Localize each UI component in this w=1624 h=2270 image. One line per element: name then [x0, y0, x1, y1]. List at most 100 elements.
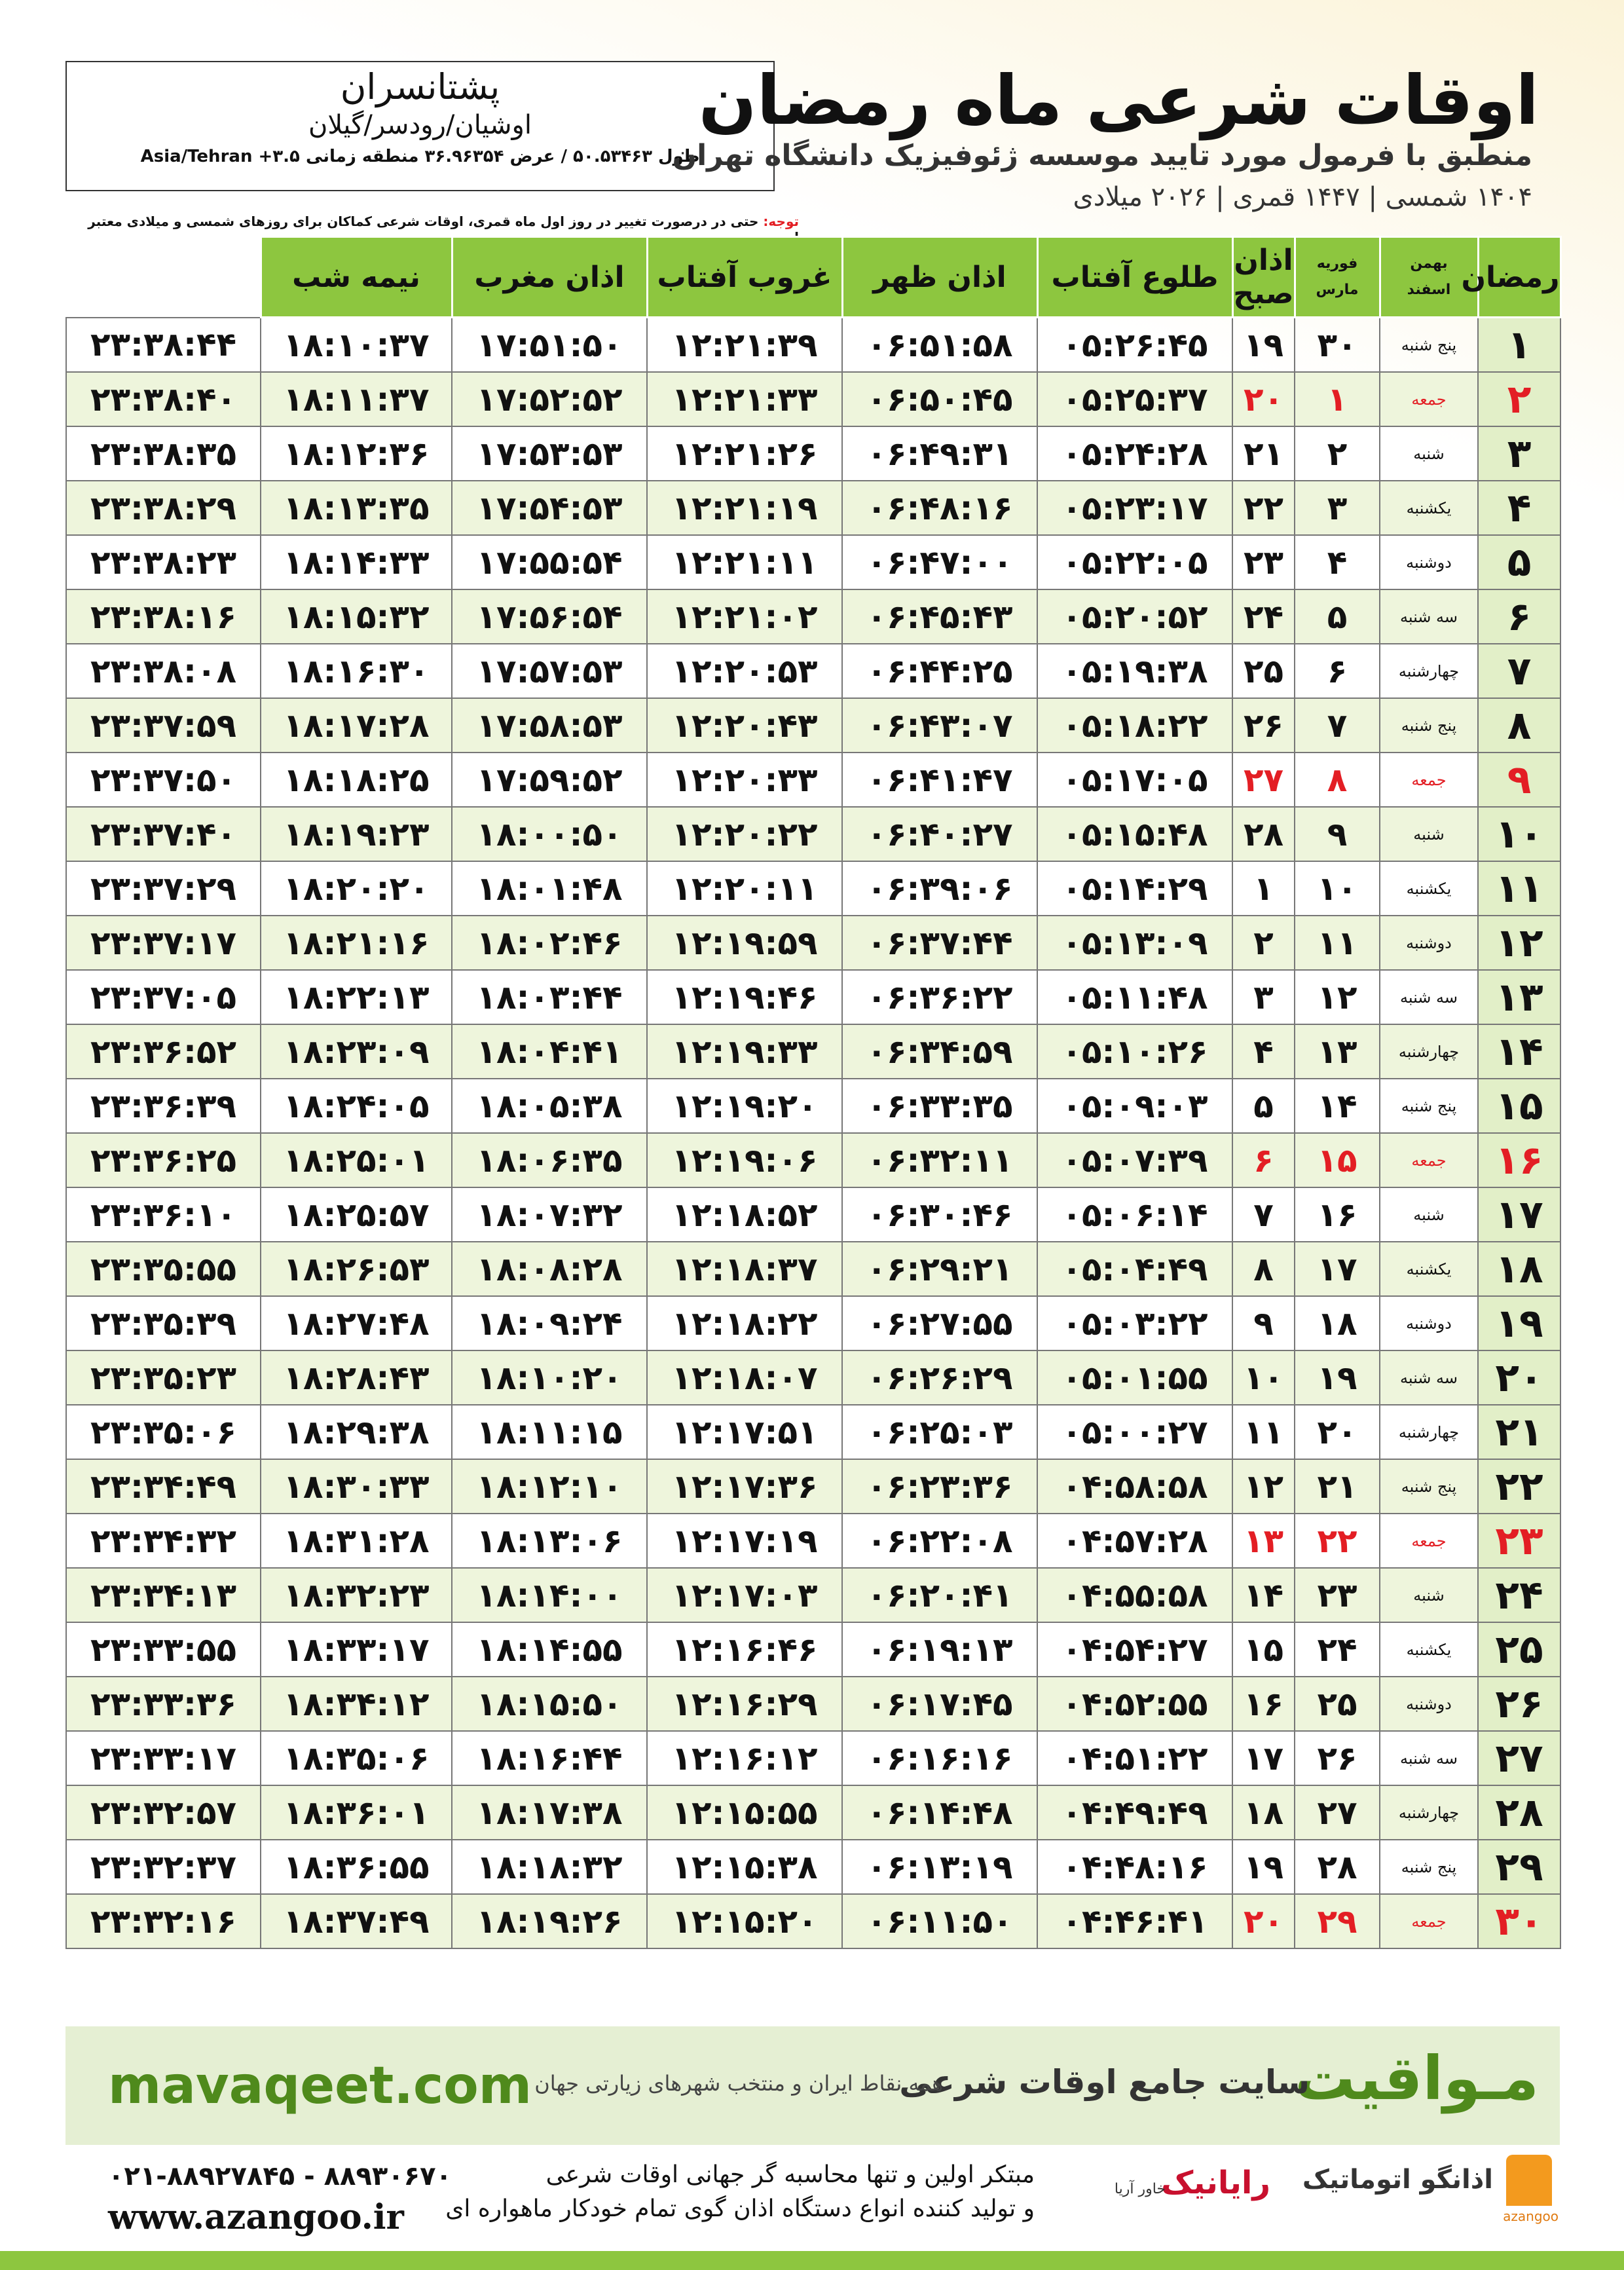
- company-line: مبتکر اولین و تنها محاسبه گر جهانی اوقات…: [545, 2161, 1035, 2188]
- prayer-time: ۲۳:۳۸:۲۳: [65, 534, 261, 590]
- table-row: ۲۰ سه شنبه ۱۹ ۱۰ ۰۵:۰۱:۵۵ ۰۶:۲۶:۲۹ ۱۲:۱۸:۰۷ ۱۸:…: [65, 1350, 1561, 1405]
- brand: مـواقیت: [1295, 2043, 1539, 2113]
- ramadan-day: ۹: [1477, 752, 1561, 808]
- solar-date: ۲۰: [1294, 1404, 1380, 1460]
- gregorian-date: ۱۸: [1232, 1785, 1295, 1840]
- gregorian-date: ۲۰: [1232, 371, 1295, 427]
- site-url[interactable]: mavaqeet.com: [108, 2056, 532, 2115]
- prayer-time: ۱۲:۱۶:۱۲: [646, 1730, 843, 1786]
- prayer-time: ۱۷:۵۹:۵۲: [451, 752, 648, 808]
- gregorian-date: ۱۷: [1232, 1730, 1295, 1786]
- prayer-time: ۰۶:۴۷:۰۰: [841, 534, 1038, 590]
- solar-date: ۱۳: [1294, 1024, 1380, 1079]
- weekday: سه شنبه: [1379, 1730, 1479, 1786]
- solar-date: ۱۴: [1294, 1078, 1380, 1134]
- gregorian-date: ۱۳: [1232, 1513, 1295, 1569]
- dates: ۱۴۰۴ شمسی | ۱۴۴۷ قمری | ۲۰۲۶ میلادی: [1073, 182, 1532, 212]
- ramadan-day: ۱۶: [1477, 1132, 1561, 1188]
- prayer-time: ۰۵:۱۷:۰۵: [1037, 752, 1233, 808]
- weekday: دوشنبه: [1379, 915, 1479, 971]
- table-row: ۲۷ سه شنبه ۲۶ ۱۷ ۰۴:۵۱:۲۲ ۰۶:۱۶:۱۶ ۱۲:۱۶:۱۲ ۱۸:…: [65, 1730, 1561, 1786]
- prayer-time: ۰۶:۳۳:۳۵: [841, 1078, 1038, 1134]
- ramadan-day: ۲: [1477, 371, 1561, 427]
- table-row: ۱۴ چهارشنبه ۱۳ ۴ ۰۵:۱۰:۲۶ ۰۶:۳۴:۵۹ ۱۲:۱۹:۳۳ ۱۸:…: [65, 1024, 1561, 1079]
- prayer-time: ۲۳:۳۷:۵۰: [65, 752, 261, 808]
- table-row: ۳ شنبه ۲ ۲۱ ۰۵:۲۴:۲۸ ۰۶:۴۹:۳۱ ۱۲:۲۱:۲۶ ۱۷:۵۳:۵۳…: [65, 426, 1561, 481]
- prayer-time: ۱۸:۳۶:۰۱: [260, 1785, 452, 1840]
- prayer-time: ۱۸:۱۳:۳۵: [260, 480, 452, 536]
- prayer-time: ۱۸:۰۱:۴۸: [451, 861, 648, 916]
- prayer-time: ۰۵:۰۴:۴۹: [1037, 1241, 1233, 1297]
- prayer-time: ۱۲:۱۸:۰۷: [646, 1350, 843, 1405]
- ramadan-day: ۲۳: [1477, 1513, 1561, 1569]
- ramadan-day: ۱۴: [1477, 1024, 1561, 1079]
- table-row: ۲۱ چهارشنبه ۲۰ ۱۱ ۰۵:۰۰:۲۷ ۰۶:۲۵:۰۳ ۱۲:۱۷:۵۱ ۱۸…: [65, 1404, 1561, 1460]
- prayer-time: ۱۲:۱۵:۲۰: [646, 1893, 843, 1949]
- timetable: رمضان بهمن اسفند فوریه مارس اذان صبح طلوع آفتا…: [65, 236, 1562, 1949]
- gregorian-date: ۱۹: [1232, 316, 1295, 373]
- prayer-time: ۱۸:۲۶:۵۳: [260, 1241, 452, 1297]
- prayer-time: ۱۸:۲۵:۰۱: [260, 1132, 452, 1188]
- ramadan-day: ۲۸: [1477, 1785, 1561, 1840]
- weekday: پنج شنبه: [1379, 698, 1479, 753]
- prayer-time: ۰۶:۳۴:۵۹: [841, 1024, 1038, 1079]
- prayer-time: ۰۴:۴۸:۱۶: [1037, 1839, 1233, 1895]
- column-header-part: بهمن: [1410, 255, 1448, 272]
- ramadan-day: ۲۹: [1477, 1839, 1561, 1895]
- prayer-time: ۱۲:۲۰:۲۲: [646, 806, 843, 862]
- prayer-time: ۲۳:۳۲:۱۶: [65, 1893, 261, 1949]
- prayer-time: ۲۳:۳۷:۴۰: [65, 806, 261, 862]
- prayer-time: ۱۷:۵۶:۵۴: [451, 589, 648, 644]
- header-row: رمضان بهمن اسفند فوریه مارس اذان صبح طلوع آفتا…: [66, 236, 1562, 318]
- logo-icon: [1506, 2155, 1552, 2206]
- prayer-time: ۰۶:۵۰:۴۵: [841, 371, 1038, 427]
- column-header: رمضان: [1461, 236, 1562, 318]
- table-row: ۹ جمعه ۸ ۲۷ ۰۵:۱۷:۰۵ ۰۶:۴۱:۴۷ ۱۲:۲۰:۳۳ ۱۷:۵۹:۵۲…: [65, 752, 1561, 808]
- prayer-time: ۱۸:۳۴:۱۲: [260, 1676, 452, 1732]
- prayer-time: ۱۸:۱۵:۳۲: [260, 589, 452, 644]
- weekday: جمعه: [1379, 1513, 1479, 1569]
- prayer-time: ۱۲:۱۹:۰۶: [646, 1132, 843, 1188]
- prayer-time: ۲۳:۳۴:۱۳: [65, 1567, 261, 1623]
- table-row: ۲۳ جمعه ۲۲ ۱۳ ۰۴:۵۷:۲۸ ۰۶:۲۲:۰۸ ۱۲:۱۷:۱۹ ۱۸:۱۳:…: [65, 1513, 1561, 1569]
- prayer-time: ۱۲:۱۹:۳۳: [646, 1024, 843, 1079]
- ramadan-day: ۱۲: [1477, 915, 1561, 971]
- prayer-time: ۰۵:۱۳:۰۹: [1037, 915, 1233, 971]
- prayer-time: ۱۸:۳۳:۱۷: [260, 1622, 452, 1677]
- prayer-time: ۲۳:۳۸:۴۴: [65, 316, 261, 373]
- table-row: ۲۶ دوشنبه ۲۵ ۱۶ ۰۴:۵۲:۵۵ ۰۶:۱۷:۴۵ ۱۲:۱۶:۲۹ ۱۸:۱…: [65, 1676, 1561, 1732]
- table-row: ۱۷ شنبه ۱۶ ۷ ۰۵:۰۶:۱۴ ۰۶:۳۰:۴۶ ۱۲:۱۸:۵۲ ۱۸:۰۷:۳…: [65, 1187, 1561, 1242]
- ramadan-day: ۳۰: [1477, 1893, 1561, 1949]
- prayer-time: ۱۸:۳۷:۴۹: [260, 1893, 452, 1949]
- prayer-time: ۰۶:۱۱:۵۰: [841, 1893, 1038, 1949]
- prayer-time: ۰۴:۵۵:۵۸: [1037, 1567, 1233, 1623]
- ramadan-day: ۱۸: [1477, 1241, 1561, 1297]
- prayer-time: ۲۳:۳۶:۲۵: [65, 1132, 261, 1188]
- column-header: غروب آفتاب: [646, 236, 843, 318]
- prayer-time: ۰۵:۰۳:۲۲: [1037, 1295, 1233, 1351]
- note: توجه: حتی در درصورت تغییر در روز اول ماه…: [65, 214, 799, 245]
- prayer-time: ۱۸:۱۵:۵۰: [451, 1676, 648, 1732]
- table-row: ۱۱ یکشنبه ۱۰ ۱ ۰۵:۱۴:۲۹ ۰۶:۳۹:۰۶ ۱۲:۲۰:۱۱ ۱۸:۰۱…: [65, 861, 1561, 916]
- prayer-time: ۰۶:۲۶:۲۹: [841, 1350, 1038, 1405]
- weekday: سه شنبه: [1379, 1350, 1479, 1405]
- prayer-time: ۲۳:۳۷:۰۵: [65, 969, 261, 1025]
- column-header-part: مارس: [1316, 282, 1359, 298]
- prayer-time: ۲۳:۳۸:۱۶: [65, 589, 261, 644]
- website[interactable]: www.azangoo.ir: [108, 2197, 404, 2237]
- gregorian-date: ۲۵: [1232, 643, 1295, 699]
- table-row: ۱۹ دوشنبه ۱۸ ۹ ۰۵:۰۳:۲۲ ۰۶:۲۷:۵۵ ۱۲:۱۸:۲۲ ۱۸:۰۹…: [65, 1295, 1561, 1351]
- ramadan-day: ۱۷: [1477, 1187, 1561, 1242]
- prayer-time: ۲۳:۳۳:۱۷: [65, 1730, 261, 1786]
- prayer-time: ۰۵:۱۹:۳۸: [1037, 643, 1233, 699]
- table-row: ۲۵ یکشنبه ۲۴ ۱۵ ۰۴:۵۴:۲۷ ۰۶:۱۹:۱۳ ۱۲:۱۶:۴۶ ۱۸:۱…: [65, 1622, 1561, 1677]
- column-header: اذان مغرب: [451, 236, 648, 318]
- weekday: یکشنبه: [1379, 480, 1479, 536]
- prayer-time: ۱۸:۲۳:۰۹: [260, 1024, 452, 1079]
- solar-date: ۱۵: [1294, 1132, 1380, 1188]
- weekday: سه شنبه: [1379, 589, 1479, 644]
- prayer-time: ۱۸:۲۸:۴۳: [260, 1350, 452, 1405]
- prayer-time: ۱۲:۱۹:۴۶: [646, 969, 843, 1025]
- prayer-time: ۱۸:۳۰:۳۳: [260, 1459, 452, 1514]
- prayer-time: ۱۸:۱۷:۲۸: [260, 698, 452, 753]
